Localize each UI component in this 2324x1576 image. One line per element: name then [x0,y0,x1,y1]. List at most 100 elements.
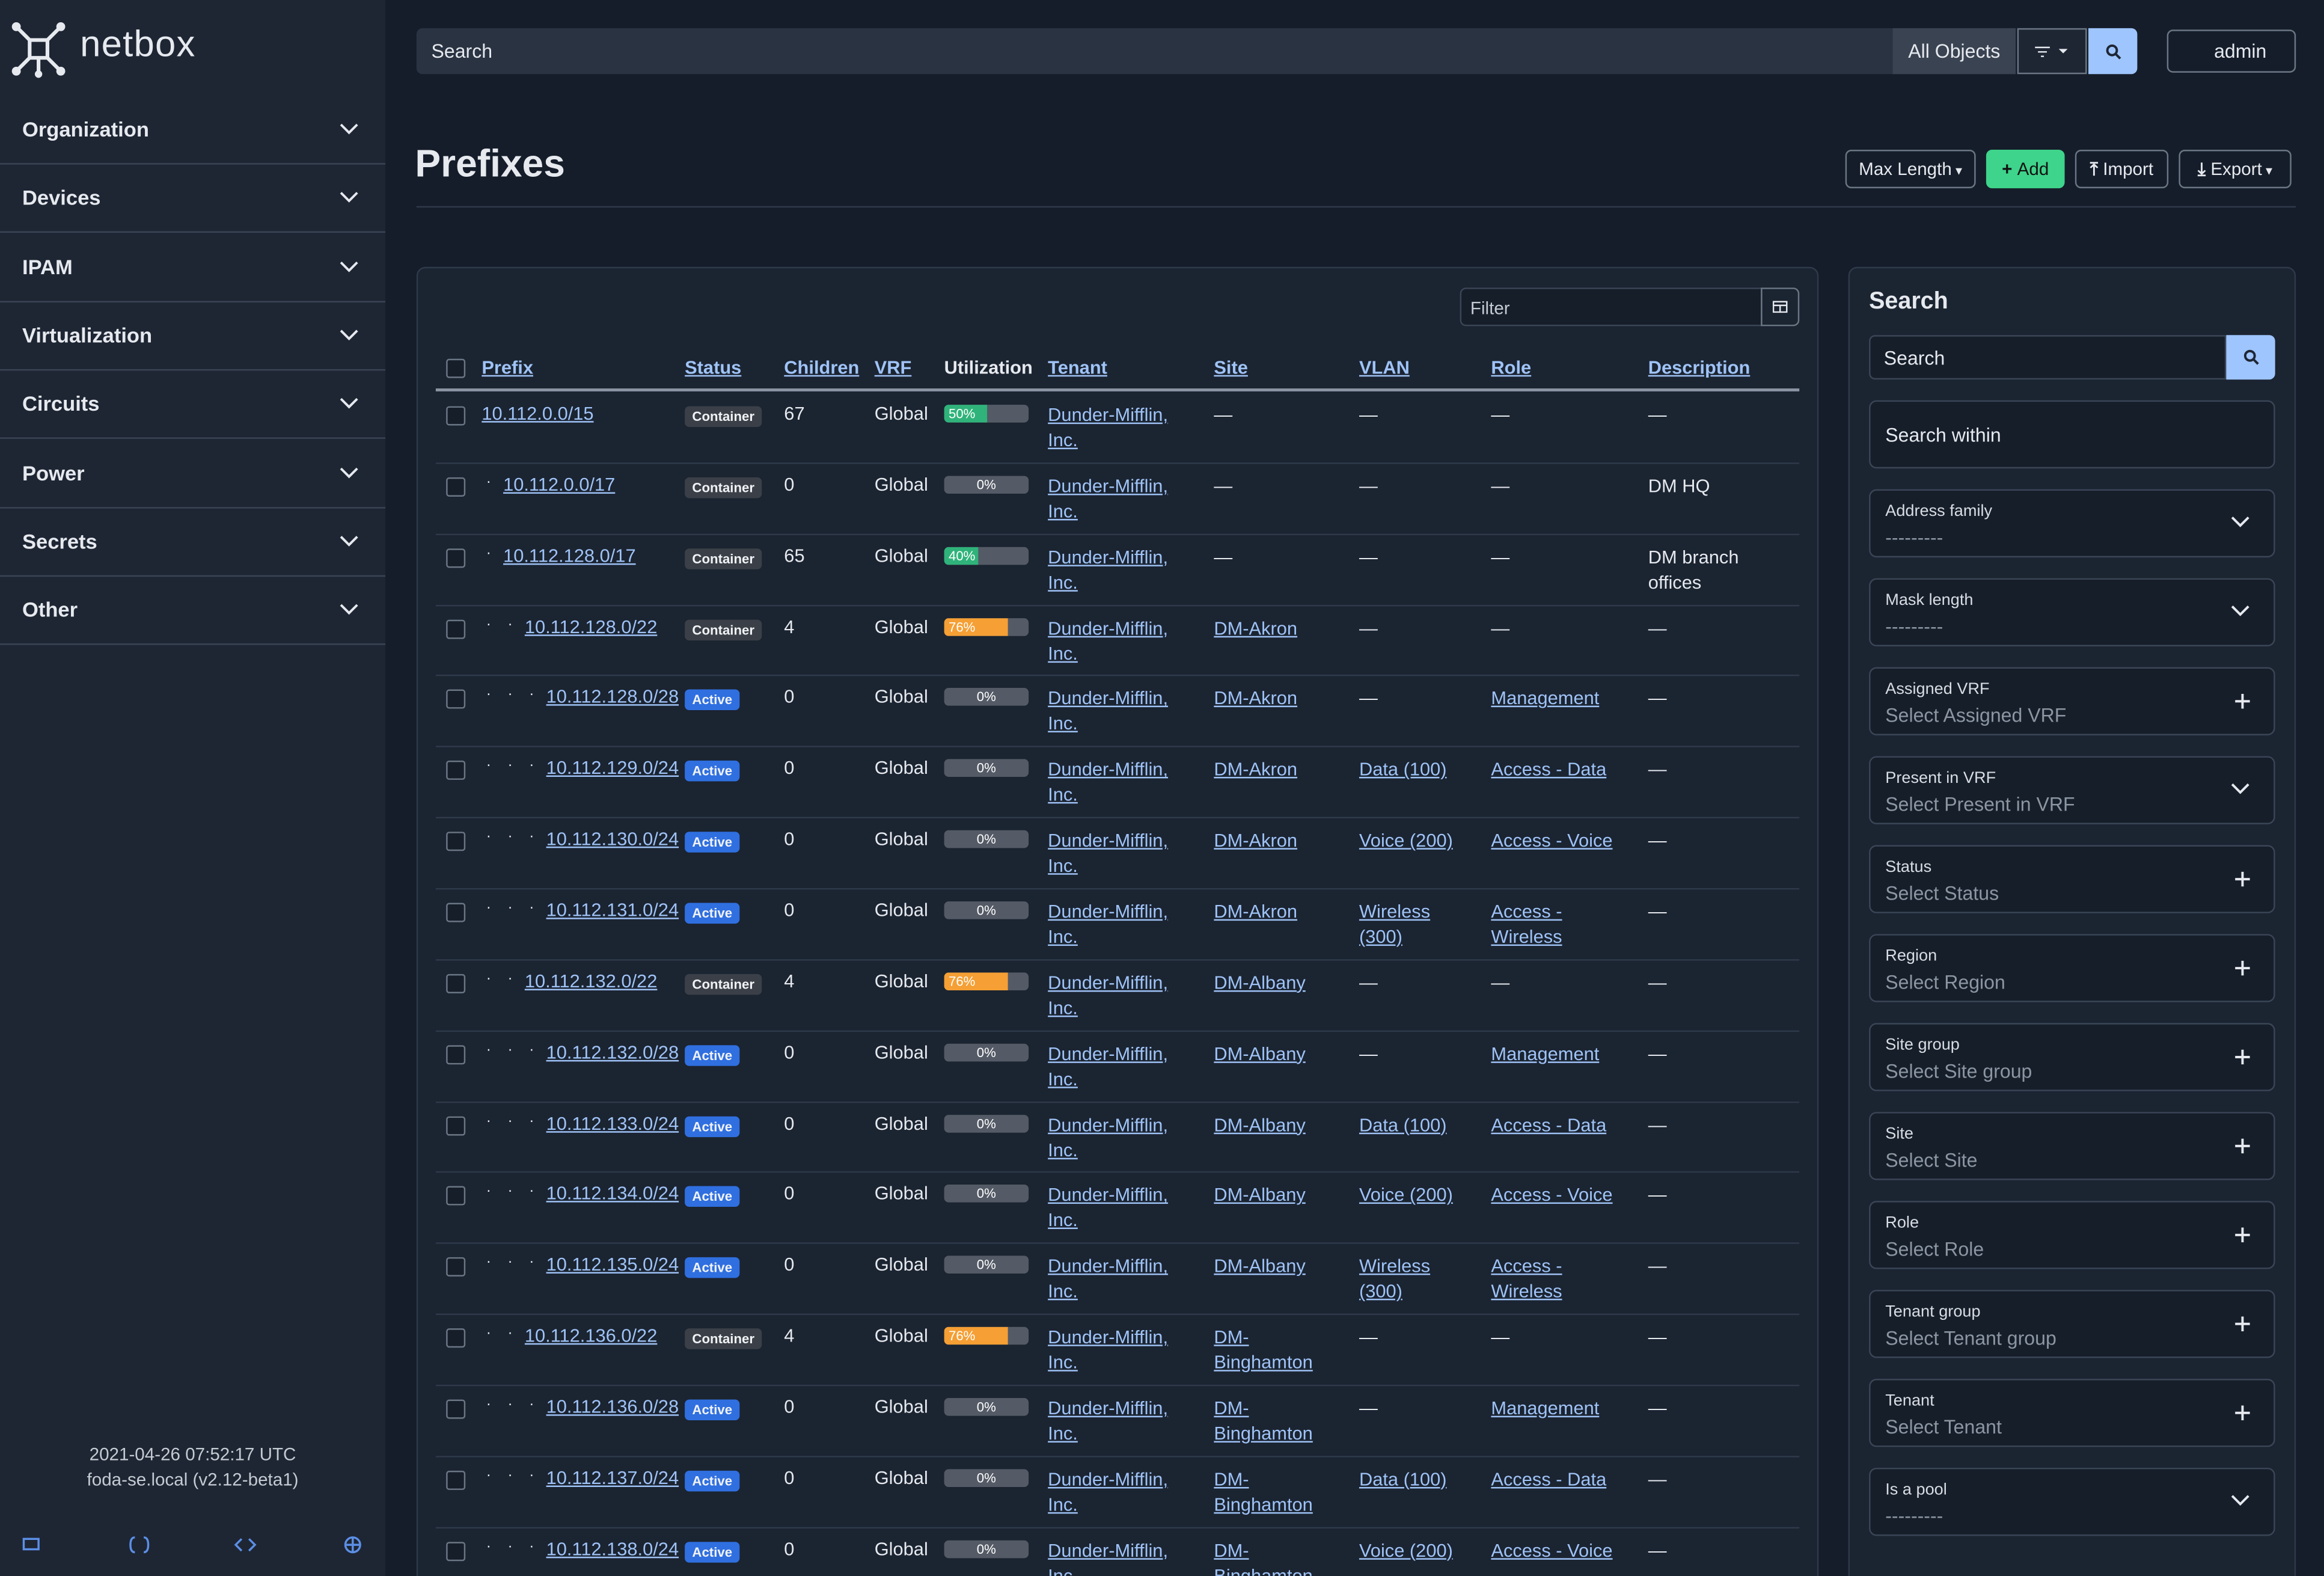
prefix-link[interactable]: 10.112.0.0/15 [482,403,594,425]
tenant[interactable]: Dunder-Mifflin, Inc. [1048,405,1169,451]
user-menu[interactable]: admin [2167,29,2296,73]
column-header[interactable]: VLAN [1359,357,1410,378]
prefix-link[interactable]: 10.112.137.0/24 [546,1467,679,1488]
role[interactable]: Access - Wireless [1491,1256,1562,1302]
checkbox[interactable] [446,406,466,426]
tenant[interactable]: Dunder-Mifflin, Inc. [1048,688,1169,735]
prefix-link[interactable]: 10.112.138.0/24 [546,1538,679,1559]
prefix-link[interactable]: 10.112.132.0/22 [524,970,658,992]
site[interactable]: DM-Binghamton [1214,1326,1313,1373]
prefix-link[interactable]: 10.112.128.0/28 [546,687,679,708]
tenant[interactable]: Dunder-Mifflin, Inc. [1048,901,1169,948]
checkbox[interactable] [446,548,466,568]
site[interactable]: DM-Akron [1214,901,1298,922]
menu-item[interactable]: Circuits [0,371,386,440]
prefix-link[interactable]: 10.112.135.0/24 [546,1254,679,1275]
role[interactable]: Access - Voice [1491,1185,1613,1206]
vlan[interactable]: Data (100) [1359,1468,1447,1490]
column-header[interactable]: Role [1491,357,1532,378]
column-header[interactable]: Site [1214,357,1248,378]
filter-field[interactable]: Address family --------- [1869,489,2275,558]
column-header[interactable]: VRF [874,357,912,378]
menu-item[interactable]: Other [0,577,386,645]
filter-field[interactable]: Role Select Role [1869,1201,2275,1269]
prefix-link[interactable]: 10.112.134.0/24 [546,1183,679,1204]
checkbox[interactable] [446,477,466,497]
prefix-link[interactable]: 10.112.128.0/17 [503,545,636,566]
prefix-link[interactable]: 10.112.0.0/17 [503,474,616,495]
site[interactable]: DM-Albany [1214,1185,1306,1206]
menu-item[interactable]: Virtualization [0,302,386,371]
filter-field[interactable]: Present in VRF Select Present in VRF [1869,756,2275,824]
role[interactable]: Access - Data [1491,759,1607,780]
checkbox[interactable] [446,1541,466,1561]
prefix-link[interactable]: 10.112.136.0/22 [524,1325,658,1346]
role[interactable]: Management [1491,1043,1600,1064]
filter-field[interactable]: Site group Select Site group [1869,1023,2275,1091]
checkbox[interactable] [446,619,466,639]
filter-field[interactable]: Mask length --------- [1869,578,2275,647]
search-within[interactable]: Search within [1869,400,2275,469]
role[interactable]: Management [1491,688,1600,710]
vlan[interactable]: Data (100) [1359,1114,1447,1135]
checkbox[interactable] [446,761,466,780]
prefix-link[interactable]: 10.112.132.0/28 [546,1041,679,1062]
site[interactable]: DM-Akron [1214,618,1298,639]
checkbox[interactable] [446,690,466,710]
menu-item[interactable]: Power [0,440,386,508]
vlan[interactable]: Voice (200) [1359,830,1453,851]
filter-field[interactable]: Assigned VRF Select Assigned VRF [1869,667,2275,735]
action-button[interactable]: ⤓ Export ▾ [2179,150,2292,189]
vlan[interactable]: Voice (200) [1359,1539,1453,1561]
site[interactable]: DM-Albany [1214,1256,1306,1277]
column-header[interactable]: Status [685,357,742,378]
role[interactable]: Management [1491,1397,1600,1419]
tenant[interactable]: Dunder-Mifflin, Inc. [1048,830,1169,877]
prefix-link[interactable]: 10.112.130.0/24 [546,829,679,850]
site[interactable]: DM-Akron [1214,759,1298,780]
checkbox[interactable] [446,1115,466,1135]
search-button[interactable] [2088,28,2138,75]
checkbox[interactable] [446,903,466,922]
checkbox[interactable] [446,1470,466,1490]
column-header[interactable]: Prefix [482,357,533,378]
tenant[interactable]: Dunder-Mifflin, Inc. [1048,972,1169,1019]
site[interactable]: DM-Binghamton [1214,1397,1313,1444]
site[interactable]: DM-Albany [1214,1114,1306,1135]
filter-button[interactable] [2017,28,2087,75]
filter-field[interactable]: Region Select Region [1869,934,2275,1002]
site[interactable]: DM-Albany [1214,1043,1306,1064]
scope-select[interactable]: All Objects [1892,28,2016,75]
column-header[interactable]: Description [1648,357,1751,378]
tenant[interactable]: Dunder-Mifflin, Inc. [1048,1043,1169,1090]
checkbox[interactable] [446,1399,466,1419]
action-button[interactable]: Max Length ▾ [1845,150,1976,189]
panel-search[interactable]: Search [1869,335,2227,380]
action-button[interactable]: ⤒ Import [2075,150,2169,189]
site[interactable]: DM-Binghamton [1214,1539,1313,1576]
prefix-link[interactable]: 10.112.131.0/24 [546,900,679,921]
tenant[interactable]: Dunder-Mifflin, Inc. [1048,1326,1169,1373]
footer-icons[interactable] [22,1535,370,1556]
role[interactable]: Access - Voice [1491,1539,1613,1561]
filter-field[interactable]: Site Select Site [1869,1112,2275,1180]
column-header[interactable]: Children [784,357,860,378]
prefix-link[interactable]: 10.112.128.0/22 [524,616,658,637]
prefix-link[interactable]: 10.112.136.0/28 [546,1396,679,1417]
tenant[interactable]: Dunder-Mifflin, Inc. [1048,476,1169,522]
checkbox[interactable] [446,1257,466,1277]
filter-field[interactable]: Tenant group Select Tenant group [1869,1290,2275,1358]
tenant[interactable]: Dunder-Mifflin, Inc. [1048,759,1169,806]
site[interactable]: DM-Akron [1214,688,1298,710]
filter-input[interactable]: Filter [1460,287,1763,327]
menu-item[interactable]: Organization [0,96,386,165]
role[interactable]: Access - Voice [1491,830,1613,851]
checkbox[interactable] [446,832,466,851]
tenant[interactable]: Dunder-Mifflin, Inc. [1048,1114,1169,1161]
tenant[interactable]: Dunder-Mifflin, Inc. [1048,618,1169,664]
role[interactable]: Access - Data [1491,1114,1607,1135]
vlan[interactable]: Wireless (300) [1359,1256,1431,1302]
panel-search-button[interactable] [2226,335,2275,380]
checkbox[interactable] [446,974,466,993]
vlan[interactable]: Wireless (300) [1359,901,1431,948]
